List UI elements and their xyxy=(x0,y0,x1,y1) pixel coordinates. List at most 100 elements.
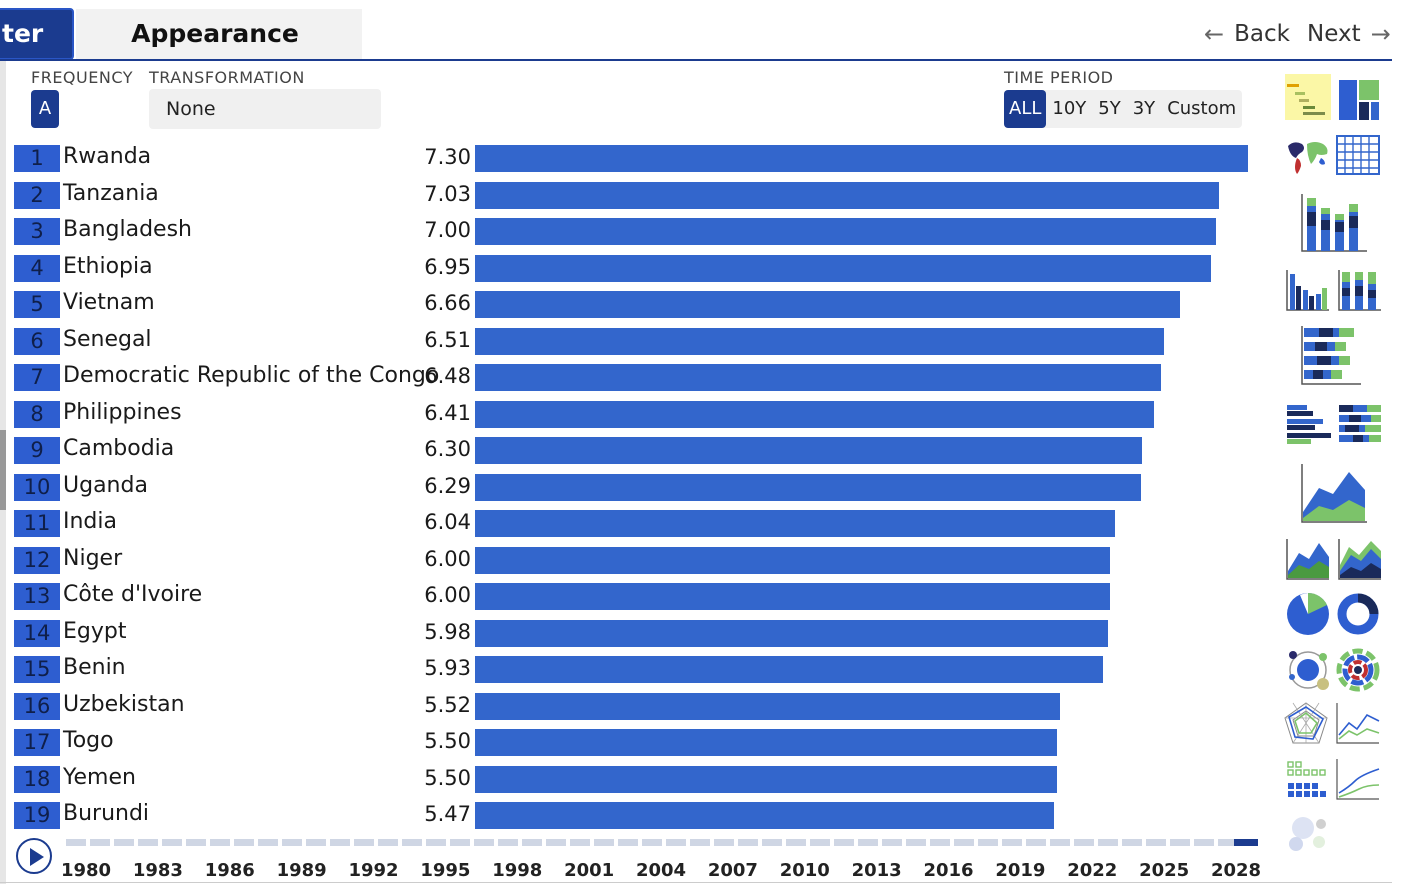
bar[interactable] xyxy=(475,802,1055,829)
bar[interactable] xyxy=(475,254,1211,282)
grouped-bar-icon[interactable] xyxy=(1285,401,1331,447)
back-button[interactable]: ← Back xyxy=(1204,20,1290,48)
stacked-column-icon[interactable] xyxy=(1299,192,1369,254)
table-row[interactable]: 6 Senegal 6.51 xyxy=(14,323,1264,360)
stacked-bar-icon[interactable] xyxy=(1299,324,1363,386)
timeline-year-label[interactable]: 1983 xyxy=(132,860,183,881)
bar[interactable] xyxy=(475,692,1060,720)
table-row[interactable]: 15 Benin 5.93 xyxy=(14,651,1264,688)
timeline-year-label[interactable]: 1995 xyxy=(420,860,471,881)
table-row[interactable]: 13 Côte d'Ivoire 6.00 xyxy=(14,578,1264,615)
bar[interactable] xyxy=(475,218,1217,245)
bar[interactable] xyxy=(475,546,1111,574)
rank-badge: 3 xyxy=(14,218,60,245)
table-row[interactable]: 9 Cambodia 6.30 xyxy=(14,432,1264,469)
timeline-track[interactable] xyxy=(66,839,1258,846)
table-row[interactable]: 1 Rwanda 7.30 xyxy=(14,140,1264,177)
rank-badge: 5 xyxy=(14,291,60,318)
grouped-column-icon[interactable] xyxy=(1285,268,1331,314)
time-period-5y[interactable]: 5Y xyxy=(1098,98,1121,119)
bar[interactable] xyxy=(475,291,1181,318)
value-label: 7.30 xyxy=(424,145,471,169)
bar[interactable] xyxy=(475,437,1143,464)
table-row[interactable]: 16 Uzbekistan 5.52 xyxy=(14,688,1264,725)
bar[interactable] xyxy=(475,400,1154,428)
country-label: Senegal xyxy=(63,326,152,352)
table-row[interactable]: 10 Uganda 6.29 xyxy=(14,469,1264,506)
network-icon[interactable] xyxy=(1285,647,1331,693)
timeline-year-label[interactable]: 2010 xyxy=(779,860,830,881)
bar[interactable] xyxy=(475,656,1103,683)
bar[interactable] xyxy=(475,619,1109,647)
stacked-percent-column-icon[interactable] xyxy=(1337,268,1383,314)
table-row[interactable]: 11 India 6.04 xyxy=(14,505,1264,542)
timeline-handle[interactable] xyxy=(1234,839,1258,846)
time-period-all[interactable]: ALL xyxy=(1004,90,1047,128)
time-period-3y[interactable]: 3Y xyxy=(1132,98,1156,119)
country-label: Democratic Republic of the Congo xyxy=(63,363,440,388)
timeline-year-label[interactable]: 2004 xyxy=(635,860,687,881)
bar[interactable] xyxy=(475,765,1058,793)
tab-appearance[interactable]: Appearance xyxy=(76,9,362,59)
bubble-icon[interactable] xyxy=(1285,810,1331,856)
table-row[interactable]: 19 Burundi 5.47 xyxy=(14,797,1264,830)
play-icon[interactable] xyxy=(16,838,52,874)
bar[interactable] xyxy=(475,327,1165,355)
sunburst-icon[interactable] xyxy=(1335,647,1381,693)
line-multi-icon[interactable] xyxy=(1335,757,1381,803)
country-label: India xyxy=(63,509,117,534)
area-icon[interactable] xyxy=(1285,537,1331,583)
time-period-10y[interactable]: 10Y xyxy=(1052,98,1087,119)
table-row[interactable]: 5 Vietnam 6.66 xyxy=(14,286,1264,323)
bar[interactable] xyxy=(475,510,1115,537)
country-label: Tanzania xyxy=(63,180,159,206)
line-icon[interactable] xyxy=(1335,701,1381,747)
timeline-year-label[interactable]: 1989 xyxy=(276,860,327,881)
timeline-year-label[interactable]: 1986 xyxy=(204,860,255,881)
timeline-year-label[interactable]: 2022 xyxy=(1067,860,1118,881)
timeline-year-label[interactable]: 1998 xyxy=(492,860,543,881)
bar[interactable] xyxy=(475,364,1162,391)
table-row[interactable]: 14 Egypt 5.98 xyxy=(14,615,1264,652)
ranking-bar-icon[interactable] xyxy=(1285,74,1331,120)
table-row[interactable]: 2 Tanzania 7.03 xyxy=(14,177,1264,214)
bar[interactable] xyxy=(475,729,1058,756)
timeline-year-label[interactable]: 2007 xyxy=(707,860,758,881)
table-row[interactable]: 3 Bangladesh 7.00 xyxy=(14,213,1264,250)
donut-icon[interactable] xyxy=(1335,591,1381,637)
radar-icon[interactable] xyxy=(1283,701,1329,747)
pie-icon[interactable] xyxy=(1285,591,1331,637)
timeline-year-label[interactable]: 2025 xyxy=(1139,860,1190,881)
bar[interactable] xyxy=(475,145,1248,172)
world-map-icon[interactable] xyxy=(1285,132,1331,178)
table-row[interactable]: 8 Philippines 6.41 xyxy=(14,396,1264,433)
tab-filter[interactable]: ter xyxy=(0,8,74,60)
timeline-year-label[interactable]: 2013 xyxy=(851,860,902,881)
timeline-year-label[interactable]: 2001 xyxy=(564,860,615,881)
table-row[interactable]: 7 Democratic Republic of the Congo 6.48 xyxy=(14,359,1264,396)
table-row[interactable]: 17 Togo 5.50 xyxy=(14,724,1264,761)
bar[interactable] xyxy=(475,583,1111,610)
treemap-icon[interactable] xyxy=(1337,78,1383,124)
table-row[interactable]: 12 Niger 6.00 xyxy=(14,542,1264,579)
table-row[interactable]: 4 Ethiopia 6.95 xyxy=(14,250,1264,287)
stacked-percent-bar-icon[interactable] xyxy=(1337,401,1383,447)
timeline-year-label[interactable]: 2016 xyxy=(923,860,974,881)
arrow-left-icon: ← xyxy=(1204,20,1225,48)
timeline-year-label[interactable]: 2028 xyxy=(1210,860,1262,881)
bar[interactable] xyxy=(475,473,1142,501)
dot-grid-icon[interactable] xyxy=(1285,757,1331,803)
table-icon[interactable] xyxy=(1335,132,1381,178)
stacked-area-icon[interactable] xyxy=(1299,462,1369,524)
area-overlap-icon[interactable] xyxy=(1337,537,1383,583)
timeline-year-label[interactable]: 1992 xyxy=(348,860,399,881)
timeline-year-label[interactable]: 1980 xyxy=(60,860,112,881)
bar[interactable] xyxy=(475,181,1220,209)
left-panel-scroll-thumb[interactable] xyxy=(0,430,6,510)
frequency-annual-button[interactable]: A xyxy=(31,90,59,128)
transformation-select[interactable]: None xyxy=(149,89,381,129)
time-period-custom[interactable]: Custom xyxy=(1167,98,1237,119)
next-button[interactable]: Next → xyxy=(1307,20,1391,48)
table-row[interactable]: 18 Yemen 5.50 xyxy=(14,761,1264,798)
timeline-year-label[interactable]: 2019 xyxy=(995,860,1046,881)
